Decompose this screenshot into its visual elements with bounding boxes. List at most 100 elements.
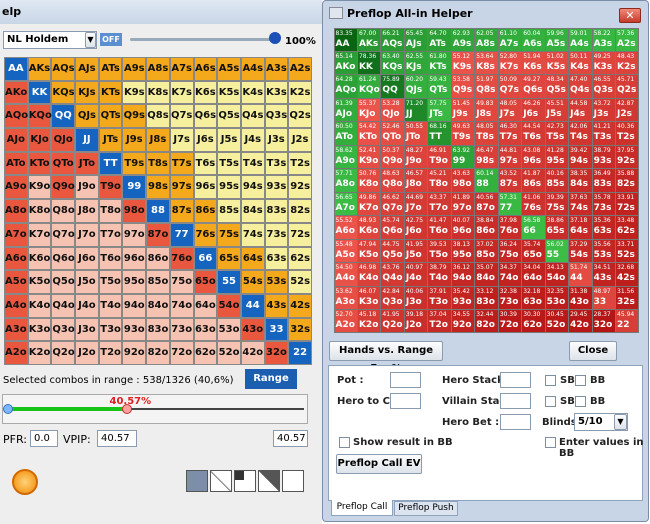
equity-cell[interactable]: 33.12 83o	[475, 286, 498, 310]
hand-cell[interactable]: T2s	[289, 152, 311, 175]
equity-cell[interactable]: 42.06 T4s	[569, 122, 592, 145]
equity-cell[interactable]: 54.42 KTo	[357, 122, 381, 145]
hand-cell[interactable]: 84o	[147, 294, 169, 317]
hand-cell[interactable]: 72s	[289, 223, 311, 246]
equity-cell[interactable]: 38.84 86o	[475, 216, 498, 239]
equity-cell[interactable]: 46.57 J8o	[404, 169, 428, 192]
hand-cell[interactable]: 52o	[218, 342, 240, 364]
hand-cell[interactable]: AQo	[5, 105, 28, 128]
hand-cell[interactable]: 43s	[265, 294, 288, 317]
equity-cell[interactable]: 61.80 KTs	[428, 51, 451, 75]
tab[interactable]: Preflop Push	[394, 501, 458, 516]
equity-cell[interactable]: 62.05 A8s	[475, 28, 498, 51]
hand-cell[interactable]: 95s	[218, 176, 240, 199]
hand-cell[interactable]: 92s	[289, 176, 311, 199]
hand-cell[interactable]: 77	[170, 223, 193, 246]
villain-stack-input[interactable]	[500, 393, 531, 409]
equity-cell[interactable]: 35.88 82s	[616, 169, 639, 192]
equity-cell[interactable]: 59.43 QTs	[428, 75, 451, 98]
equity-cell[interactable]: 50.55 JTo	[404, 122, 428, 145]
hand-cell[interactable]: A7o	[5, 223, 27, 246]
equity-cell[interactable]: 41.89 97o	[451, 192, 475, 216]
hand-cell[interactable]: A5o	[5, 271, 27, 293]
hand-cell[interactable]: J7s	[170, 129, 193, 151]
hand-cell[interactable]: T4o	[99, 294, 122, 317]
hand-cell[interactable]: 88	[147, 200, 169, 222]
hand-cell[interactable]: K9s	[123, 81, 146, 104]
hand-cell[interactable]: J2s	[289, 129, 311, 151]
equity-cell[interactable]: 57.31 77	[498, 192, 522, 216]
equity-cell[interactable]: 49.86 K7o	[357, 192, 381, 216]
range-input[interactable]: 40.57	[273, 430, 308, 447]
equity-cell[interactable]: 41.95 J5o	[404, 239, 428, 263]
equity-cell[interactable]: 33.48 62s	[616, 216, 639, 239]
hero-bet-input[interactable]	[500, 414, 531, 430]
equity-cell[interactable]: 64.28 AQo	[334, 75, 357, 98]
game-select[interactable]: NL Holdem	[3, 31, 97, 49]
equity-cell[interactable]: 52.80 K7s	[498, 51, 522, 75]
equity-cell[interactable]: 31.38 43o	[569, 286, 592, 310]
tool-corner[interactable]	[234, 470, 256, 492]
hand-cell[interactable]: Q6s	[194, 105, 217, 128]
hand-cell[interactable]: 94s	[241, 176, 264, 199]
equity-cell[interactable]: 55.37 KJo	[357, 98, 381, 122]
hand-cell[interactable]: T9s	[123, 152, 146, 175]
equity-cell[interactable]: 30.45 52o	[545, 310, 569, 333]
hand-cell[interactable]: 74s	[241, 223, 264, 246]
hand-cell[interactable]: J5s	[218, 129, 240, 151]
equity-cell[interactable]: 62.55 KJs	[404, 51, 428, 75]
equity-cell[interactable]: 78.36 KK	[357, 51, 381, 75]
tab-active[interactable]: Preflop Call	[331, 500, 393, 516]
hand-cell[interactable]: T3s	[265, 152, 288, 175]
hand-cell[interactable]: Q4s	[241, 105, 264, 128]
hand-cell[interactable]: ATs	[99, 58, 122, 80]
tool-fill[interactable]	[186, 470, 208, 492]
equity-cell[interactable]: 35.78 73s	[592, 192, 616, 216]
hand-cell[interactable]: A5s	[218, 58, 240, 80]
hand-cell[interactable]: T4s	[241, 152, 264, 175]
equity-cell[interactable]: 41.47 T6o	[428, 216, 451, 239]
hand-cell[interactable]: Q7o	[52, 223, 75, 246]
hand-cell[interactable]: KK	[28, 81, 51, 104]
hand-cell[interactable]: Q3o	[52, 318, 75, 341]
hand-cell[interactable]: TT	[99, 152, 122, 175]
hand-cell[interactable]: 33	[265, 318, 288, 341]
hand-cell[interactable]: 82s	[289, 200, 311, 222]
equity-cell[interactable]: 32.35 53o	[545, 286, 569, 310]
equity-cell[interactable]: 40.06 J3o	[404, 286, 428, 310]
hand-cell[interactable]: 87o	[147, 223, 169, 246]
equity-cell[interactable]: 48.05 J7s	[498, 98, 522, 122]
hand-cell[interactable]: 75s	[218, 223, 240, 246]
equity-cell[interactable]: 52.46 QTo	[381, 122, 404, 145]
hand-cell[interactable]: K4o	[28, 294, 51, 317]
hand-cell[interactable]: QJo	[52, 129, 75, 151]
equity-cell[interactable]: 48.63 Q8o	[381, 169, 404, 192]
equity-cell[interactable]: 35.07 84o	[475, 263, 498, 286]
equity-cell[interactable]: 32.38 73o	[498, 286, 522, 310]
equity-cell[interactable]: 49.63 T9s	[451, 122, 475, 145]
equity-cell[interactable]: 37.95 92s	[616, 145, 639, 169]
equity-cell[interactable]: 49.25 K3s	[592, 51, 616, 75]
hand-cell[interactable]: Q5o	[52, 271, 75, 293]
equity-cell[interactable]: 37.91 T3o	[428, 286, 451, 310]
hand-cell[interactable]: AJo	[5, 129, 27, 151]
equity-cell[interactable]: 38.13 95o	[451, 239, 475, 263]
tool-clear[interactable]	[282, 470, 304, 492]
equity-cell[interactable]: 46.91 T9o	[428, 145, 451, 169]
hand-cell[interactable]: 62s	[289, 247, 311, 270]
hand-cell[interactable]: T6s	[194, 152, 217, 175]
hand-cell[interactable]: J6o	[76, 247, 98, 270]
equity-cell[interactable]: 48.97 33	[592, 286, 616, 310]
equity-cell[interactable]: 56.58 66	[522, 216, 545, 239]
equity-cell[interactable]: 34.51 43s	[592, 263, 616, 286]
hand-cell[interactable]: 98s	[147, 176, 169, 199]
equity-cell[interactable]: 58.22 A3s	[592, 28, 616, 51]
hand-cell[interactable]: T2o	[99, 342, 122, 364]
equity-cell[interactable]: 46.55 Q3s	[592, 75, 616, 98]
equity-cell[interactable]: 39.42 94s	[569, 145, 592, 169]
equity-cell[interactable]: 57.75 JTs	[428, 98, 451, 122]
equity-cell[interactable]: 53.58 Q9s	[451, 75, 475, 98]
tool-triangle[interactable]	[258, 470, 280, 492]
hand-cell[interactable]: J4s	[241, 129, 264, 151]
equity-cell[interactable]: 65.45 AJs	[404, 28, 428, 51]
